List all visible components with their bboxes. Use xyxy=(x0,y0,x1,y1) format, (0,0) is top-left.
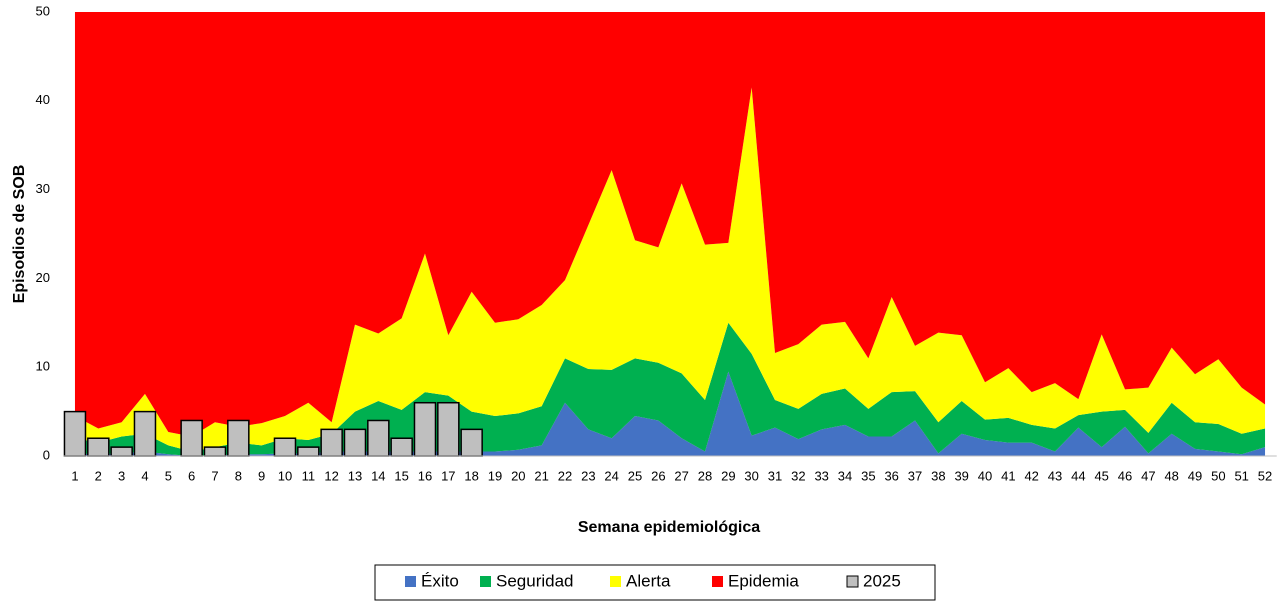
x-tick-label: 28 xyxy=(698,468,712,483)
bar xyxy=(343,428,367,457)
x-tick-label: 39 xyxy=(954,468,968,483)
x-tick-label: 23 xyxy=(581,468,595,483)
x-tick-label: 7 xyxy=(211,468,218,483)
x-tick-label: 18 xyxy=(464,468,478,483)
bar xyxy=(203,446,227,457)
bar xyxy=(413,401,437,457)
x-tick-label: 37 xyxy=(908,468,922,483)
x-tick-label: 19 xyxy=(488,468,502,483)
y-tick-label: 40 xyxy=(36,92,50,107)
x-tick-label: 14 xyxy=(371,468,385,483)
bar xyxy=(390,437,413,457)
x-tick-label: 42 xyxy=(1024,468,1038,483)
x-tick-label: 34 xyxy=(838,468,852,483)
x-tick-label: 51 xyxy=(1234,468,1248,483)
x-tick-label: 36 xyxy=(884,468,898,483)
x-tick-label: 16 xyxy=(418,468,432,483)
bar xyxy=(297,446,320,457)
x-tick-label: 22 xyxy=(558,468,572,483)
x-tick-label: 26 xyxy=(651,468,665,483)
x-tick-label: 49 xyxy=(1188,468,1202,483)
x-tick-label: 2 xyxy=(95,468,102,483)
x-tick-label: 24 xyxy=(604,468,618,483)
bar xyxy=(437,401,460,457)
bar xyxy=(320,428,343,457)
legend-swatch xyxy=(712,576,723,587)
x-axis-label: Semana epidemiológica xyxy=(578,519,760,536)
x-tick-label: 15 xyxy=(394,468,408,483)
legend-label: Alerta xyxy=(626,571,671,590)
y-tick-label: 20 xyxy=(36,270,50,285)
x-tick-label: 50 xyxy=(1211,468,1225,483)
x-tick-label: 31 xyxy=(768,468,782,483)
legend-swatch xyxy=(846,575,859,588)
x-tick-label: 29 xyxy=(721,468,735,483)
legend-swatch xyxy=(480,576,491,587)
bar xyxy=(87,437,110,457)
legend-label: Epidemia xyxy=(728,571,799,590)
x-tick-label: 35 xyxy=(861,468,875,483)
x-tick-label: 45 xyxy=(1094,468,1108,483)
y-axis-label: Episodios de SOB xyxy=(11,165,28,304)
x-tick-label: 13 xyxy=(348,468,362,483)
legend-box xyxy=(374,564,936,601)
bar xyxy=(133,410,157,457)
y-tick-label: 30 xyxy=(36,181,50,196)
x-tick-label: 3 xyxy=(118,468,125,483)
x-tick-label: 43 xyxy=(1048,468,1062,483)
x-tick-label: 4 xyxy=(141,468,148,483)
x-tick-label: 10 xyxy=(278,468,292,483)
x-tick-label: 25 xyxy=(628,468,642,483)
bar xyxy=(180,419,203,457)
x-tick-label: 1 xyxy=(71,468,78,483)
bar xyxy=(367,419,390,457)
x-tick-label: 40 xyxy=(978,468,992,483)
legend-label: 2025 xyxy=(863,571,901,590)
x-tick-label: 21 xyxy=(534,468,548,483)
x-tick-label: 6 xyxy=(188,468,195,483)
x-tick-label: 8 xyxy=(235,468,242,483)
bar xyxy=(110,446,133,457)
x-tick-label: 17 xyxy=(441,468,455,483)
x-tick-label: 30 xyxy=(744,468,758,483)
area xyxy=(74,87,1266,452)
y-tick-label: 10 xyxy=(36,359,50,374)
area xyxy=(74,371,1266,456)
y-tick-label: 0 xyxy=(43,447,50,462)
bar xyxy=(273,437,297,457)
legend-swatch xyxy=(610,576,621,587)
x-tick-label: 48 xyxy=(1164,468,1178,483)
x-tick-label: 47 xyxy=(1141,468,1155,483)
legend-swatch xyxy=(405,576,416,587)
bar xyxy=(460,428,483,457)
bar xyxy=(63,410,87,457)
legend-label: Éxito xyxy=(421,571,459,590)
x-tick-label: 20 xyxy=(511,468,525,483)
x-tick-label: 5 xyxy=(165,468,172,483)
bar xyxy=(227,419,250,457)
y-tick-label: 50 xyxy=(36,3,50,18)
x-tick-label: 41 xyxy=(1001,468,1015,483)
legend-label: Seguridad xyxy=(496,571,574,590)
x-tick-label: 46 xyxy=(1118,468,1132,483)
x-tick-label: 52 xyxy=(1258,468,1272,483)
x-tick-label: 44 xyxy=(1071,468,1085,483)
x-tick-label: 33 xyxy=(814,468,828,483)
x-tick-label: 38 xyxy=(931,468,945,483)
x-tick-label: 9 xyxy=(258,468,265,483)
x-tick-label: 12 xyxy=(324,468,338,483)
x-tick-label: 32 xyxy=(791,468,805,483)
area xyxy=(74,12,1266,437)
x-tick-label: 11 xyxy=(302,468,316,483)
x-tick-label: 27 xyxy=(674,468,688,483)
